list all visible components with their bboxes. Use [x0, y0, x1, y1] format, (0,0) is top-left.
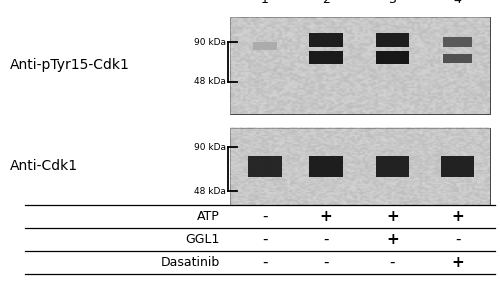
Text: 90 kDa: 90 kDa [194, 38, 226, 47]
Text: +: + [386, 209, 399, 224]
Text: 90 kDa: 90 kDa [194, 143, 226, 152]
Text: 48 kDa: 48 kDa [194, 77, 226, 86]
Text: 4: 4 [454, 0, 462, 6]
Text: -: - [262, 232, 268, 247]
Text: +: + [386, 232, 399, 247]
Bar [310, 33, 343, 47]
Text: +: + [320, 209, 332, 224]
Text: Anti-Cdk1: Anti-Cdk1 [10, 160, 78, 173]
Text: ATP: ATP [197, 210, 220, 223]
Bar [310, 51, 343, 64]
Text: 1: 1 [261, 0, 269, 6]
Text: +: + [451, 255, 464, 270]
Bar [376, 33, 410, 47]
Text: GGL1: GGL1 [186, 233, 220, 246]
Text: +: + [451, 209, 464, 224]
Bar [443, 54, 472, 63]
Bar [230, 128, 490, 205]
Text: -: - [262, 209, 268, 224]
Text: -: - [324, 232, 329, 247]
Bar [440, 156, 474, 177]
Text: 3: 3 [388, 0, 396, 6]
Text: -: - [455, 232, 460, 247]
Text: 2: 2 [322, 0, 330, 6]
Text: 48 kDa: 48 kDa [194, 187, 226, 196]
Bar [310, 156, 343, 177]
Bar [376, 51, 410, 64]
Bar [248, 156, 282, 177]
Bar [443, 37, 472, 47]
Text: -: - [324, 255, 329, 270]
Text: -: - [390, 255, 395, 270]
Bar [230, 17, 490, 114]
Text: Anti-pTyr15-Cdk1: Anti-pTyr15-Cdk1 [10, 58, 130, 72]
Text: Dasatinib: Dasatinib [161, 256, 220, 269]
Bar [254, 42, 277, 50]
Text: -: - [262, 255, 268, 270]
Bar [376, 156, 410, 177]
